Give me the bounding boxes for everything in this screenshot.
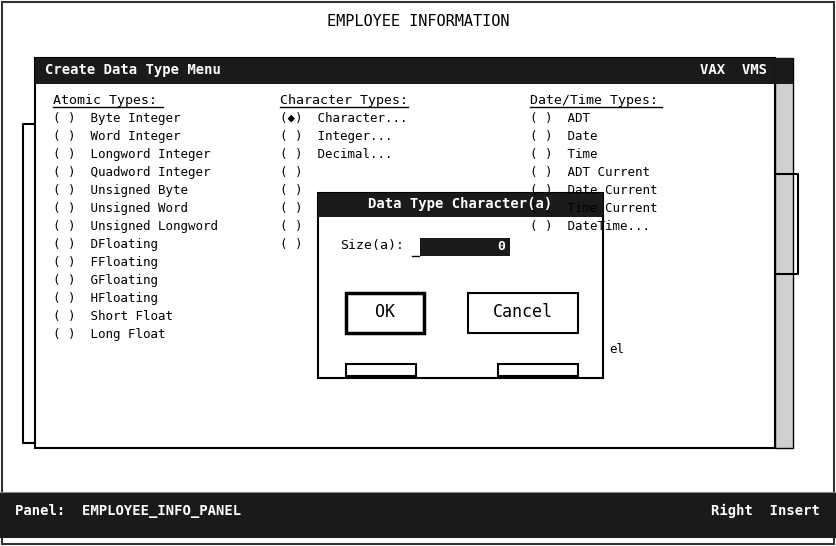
Text: ( )  Quadword Integer: ( ) Quadword Integer [53,166,211,179]
Text: Atomic Types:: Atomic Types: [53,94,157,107]
Bar [346,364,416,376]
Text: Create Data Type Menu: Create Data Type Menu [45,63,221,77]
Text: Date/Time Types:: Date/Time Types: [530,94,658,107]
Text: ( ): ( ) [280,238,303,251]
Text: EMPLOYEE INFORMATION: EMPLOYEE INFORMATION [327,14,509,29]
Bar [35,58,775,448]
Text: el: el [609,343,624,356]
Text: ( )  Date Current: ( ) Date Current [530,184,657,197]
Text: ( )  Byte Integer: ( ) Byte Integer [53,112,181,125]
Text: ( )  HFloating: ( ) HFloating [53,292,158,305]
Bar [775,58,793,84]
Text: (◆)  Character...: (◆) Character... [280,112,407,125]
Text: Right  Insert: Right Insert [711,504,820,518]
Text: ( )  Longword Integer: ( ) Longword Integer [53,148,211,161]
Text: ( )  GFloating: ( ) GFloating [53,274,158,287]
Text: ( )  Unsigned Word: ( ) Unsigned Word [53,202,188,215]
Bar [0,492,836,538]
Bar [35,58,775,84]
Bar [498,364,578,376]
Text: ( )  FFloating: ( ) FFloating [53,256,158,269]
Text: ( )  Short Float: ( ) Short Float [53,310,173,323]
Text: ( )  Word Integer: ( ) Word Integer [53,130,181,143]
Text: ( )  Unsigned Byte: ( ) Unsigned Byte [53,184,188,197]
Text: ( )  Integer...: ( ) Integer... [280,130,392,143]
Text: ( )  DFloating: ( ) DFloating [53,238,158,251]
Text: OK: OK [375,303,395,321]
Text: ( ): ( ) [280,166,303,179]
Text: ( )  ADT Current: ( ) ADT Current [530,166,650,179]
Text: VAX  VMS: VAX VMS [700,63,767,77]
Text: ( )  Long Float: ( ) Long Float [53,328,166,341]
Text: Panel:  EMPLOYEE_INFO_PANEL: Panel: EMPLOYEE_INFO_PANEL [15,504,241,518]
Bar [775,58,793,448]
Text: ( )  Time Current: ( ) Time Current [530,202,657,215]
Text: Character Types:: Character Types: [280,94,408,107]
Text: Size(a):: Size(a): [340,239,404,252]
Text: Cancel: Cancel [493,303,553,321]
Text: ( )  Unsigned Longword: ( ) Unsigned Longword [53,220,218,233]
Text: ( )  Time: ( ) Time [530,148,598,161]
Text: ( )  Date: ( ) Date [530,130,598,143]
Bar [346,293,424,333]
Text: ( )  ADT: ( ) ADT [530,112,590,125]
Bar [318,193,603,378]
Text: 0: 0 [497,240,505,253]
Text: ( ): ( ) [280,184,303,197]
Text: ( ): ( ) [280,202,303,215]
Text: Data Type Character(a): Data Type Character(a) [369,197,553,211]
Text: ( )  DateTime...: ( ) DateTime... [530,220,650,233]
Bar [318,193,603,217]
Text: ( )  Decimal...: ( ) Decimal... [280,148,392,161]
Bar [420,238,510,256]
Bar [468,293,578,333]
Text: ( ): ( ) [280,220,303,233]
